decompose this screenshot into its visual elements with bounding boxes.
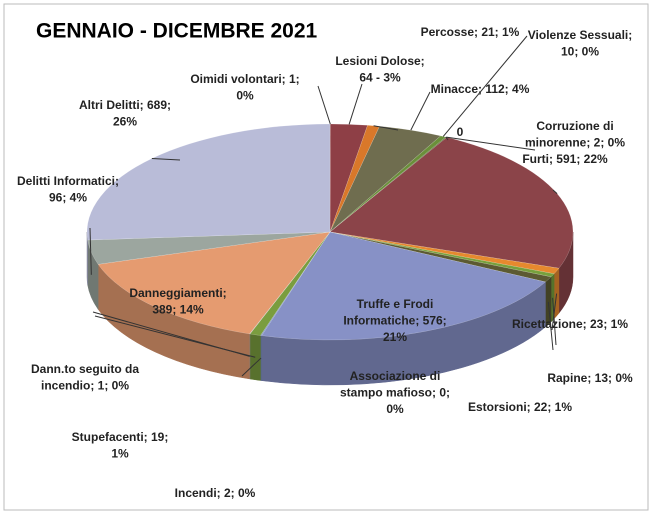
data-label: Lesioni Dolose; <box>335 54 424 68</box>
data-label: Violenze Sessuali; <box>528 28 633 42</box>
data-label: 26% <box>113 115 137 129</box>
data-label: Danneggiamenti; <box>129 286 226 300</box>
slice <box>329 231 560 275</box>
leader-line <box>373 125 399 131</box>
chart-title: GENNAIO - DICEMBRE 2021 <box>36 20 318 43</box>
leader-line <box>317 85 331 125</box>
leader-line <box>241 357 262 377</box>
data-label: Informatiche; 576; <box>343 314 446 328</box>
slice <box>261 231 547 341</box>
leader-line <box>151 158 181 161</box>
data-label: Incendi; 2; 0% <box>175 486 256 500</box>
slice <box>329 231 552 283</box>
leader-line <box>547 301 554 351</box>
leader-line <box>446 136 536 151</box>
leader-line <box>445 136 449 141</box>
leader-line <box>442 35 528 137</box>
slice <box>97 231 331 335</box>
leader-line <box>552 189 558 194</box>
data-label: 0 <box>457 125 464 139</box>
leader-line <box>552 297 557 346</box>
data-label: Truffe e Frodi <box>357 297 434 311</box>
data-label: minorenne; 2; 0% <box>525 136 625 150</box>
data-label: Ricettazione; 23; 1% <box>512 317 628 331</box>
data-label: 10; 0% <box>561 45 599 59</box>
data-label: 21% <box>383 330 407 344</box>
slice <box>329 123 368 233</box>
slice <box>260 231 331 336</box>
data-label: Altri Delitti; 689; <box>79 98 171 112</box>
data-label: Percosse; 21; 1% <box>421 25 520 39</box>
data-label: Oimidi volontari; 1; <box>190 72 299 86</box>
data-label: 0% <box>236 89 254 103</box>
data-label: stampo mafioso; 0; <box>340 386 450 400</box>
leader-line <box>89 227 92 275</box>
data-label: 64 - 3% <box>359 71 401 85</box>
slice <box>329 125 380 233</box>
data-label: incendio; 1; 0% <box>41 379 129 393</box>
slice <box>329 231 555 278</box>
data-label: Corruzione di <box>536 119 613 133</box>
data-label: Delitti Informatici; <box>17 174 119 188</box>
slice <box>248 231 331 335</box>
leader-line <box>551 293 558 331</box>
data-label: 1% <box>111 447 129 461</box>
data-label: Furti; 591; 22% <box>522 152 608 166</box>
data-label: Stupefacenti; 19; <box>72 430 169 444</box>
data-label: Minacce; 112; 4% <box>431 82 530 96</box>
leader-line <box>410 91 431 131</box>
data-label: 96; 4% <box>49 191 87 205</box>
data-label: 389; 14% <box>152 303 204 317</box>
leader-line <box>92 311 250 357</box>
leader-line <box>348 83 363 125</box>
data-label: 0% <box>386 402 404 416</box>
data-label: Associazione di <box>350 369 441 383</box>
slice-side <box>249 333 261 381</box>
data-label: Rapine; 13; 0% <box>547 371 633 385</box>
data-label: Dann.to seguito da <box>31 362 139 376</box>
slice <box>249 231 331 336</box>
data-label: Estorsioni; 22; 1% <box>468 400 572 414</box>
slice <box>87 231 331 265</box>
